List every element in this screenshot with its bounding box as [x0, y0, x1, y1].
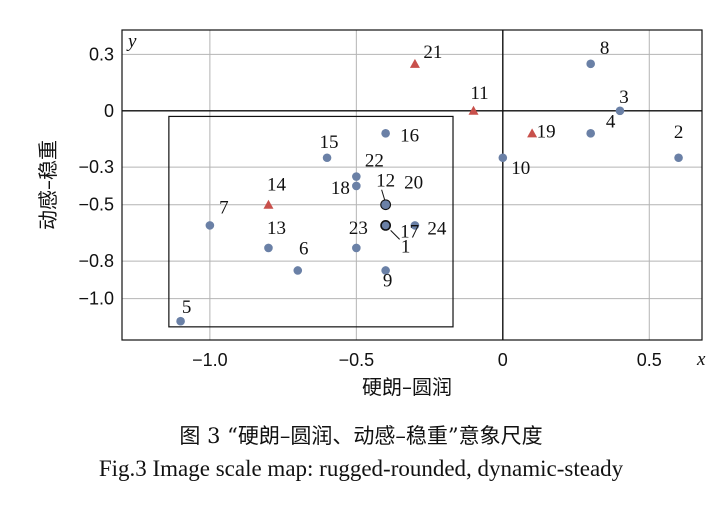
point-19-marker — [527, 128, 538, 138]
point-8-marker — [586, 59, 595, 69]
point-20-marker — [381, 200, 390, 210]
plot-frame — [121, 29, 703, 341]
point-23-label: 23 — [349, 218, 368, 239]
point-24-label: 24 — [427, 218, 447, 239]
point-17-label: 17 — [400, 221, 419, 242]
point-15-marker — [322, 153, 332, 163]
point-16-marker — [381, 129, 390, 138]
highlight-box — [168, 115, 454, 328]
x-axis-variable: x — [696, 349, 706, 370]
figure-caption-english: Fig.3 Image scale map: rugged-rounded, d… — [98, 456, 624, 481]
x-tick-label: 0.5 — [637, 350, 662, 370]
point-3-label: 3 — [619, 87, 629, 108]
point-7-label: 7 — [219, 197, 229, 218]
point-18-marker — [352, 181, 361, 191]
y-tick-label: −0.8 — [78, 251, 114, 271]
figure-caption-chinese: 图 3 “硬朗–圆润、动感–稳重”意象尺度 — [179, 424, 543, 448]
y-axis-title: 动感–稳重 — [36, 140, 60, 230]
leader-line-12 — [381, 189, 386, 200]
point-18-label: 18 — [331, 178, 350, 199]
leader-line-1 — [390, 230, 400, 240]
point-23-marker — [352, 243, 361, 253]
point-15-label: 15 — [320, 132, 339, 153]
point-13-marker — [264, 243, 273, 253]
point-22-label: 22 — [365, 151, 384, 172]
x-axis-title: 硬朗–圆润 — [362, 375, 452, 399]
point-6-label: 6 — [299, 238, 309, 259]
point-24-marker — [410, 221, 420, 230]
point-7-marker — [205, 221, 215, 230]
point-2-marker — [674, 153, 683, 163]
point-4-marker — [586, 129, 595, 138]
point-22-marker — [352, 172, 361, 181]
point-8-label: 8 — [600, 38, 610, 59]
point-6-marker — [293, 266, 303, 275]
point-4-label: 4 — [606, 111, 616, 132]
y-tick-label: −0.5 — [78, 195, 114, 215]
y-tick-label: 0.3 — [89, 44, 114, 64]
point-21-label: 21 — [423, 42, 442, 63]
point-17-marker — [380, 219, 392, 231]
point-20-label: 20 — [404, 173, 423, 194]
point-16-label: 16 — [400, 125, 419, 146]
point-9-marker — [381, 266, 390, 275]
point-9-label: 9 — [383, 270, 393, 291]
point-14-label: 14 — [267, 175, 287, 196]
point-10-marker — [498, 153, 508, 163]
x-tick-label: −1.0 — [192, 350, 228, 370]
point-5-marker — [176, 316, 185, 326]
tick-labels: −1.0 −0.5 0 0.5 0.3 0 −0.3 −0.5 −0.8 −1.0 — [78, 44, 661, 370]
point-13-label: 13 — [267, 218, 286, 239]
point-19-label: 19 — [537, 121, 556, 142]
point-11-label: 11 — [470, 83, 488, 104]
point-2-label: 2 — [674, 122, 684, 143]
y-axis-variable: y — [126, 31, 137, 52]
point-5-label: 5 — [182, 297, 192, 318]
point-10-label: 10 — [511, 158, 530, 179]
y-tick-label: 0 — [104, 101, 114, 121]
x-tick-label: −0.5 — [339, 350, 375, 370]
y-tick-label: −1.0 — [78, 289, 114, 309]
point-3-marker — [615, 106, 625, 116]
scatter-chart: −1.0 −0.5 0 0.50.30−0.3−0.5−0.8−1.0 1234567… — [36, 29, 706, 399]
point-21-marker — [409, 58, 420, 68]
data-points — [176, 58, 683, 326]
point-14-marker — [263, 199, 274, 209]
point-1-label: 1 — [401, 236, 411, 257]
point-12-label: 12 — [376, 171, 395, 192]
x-tick-label: 0 — [498, 350, 508, 370]
y-tick-label: −0.3 — [78, 157, 114, 177]
point-11-marker — [468, 105, 479, 115]
